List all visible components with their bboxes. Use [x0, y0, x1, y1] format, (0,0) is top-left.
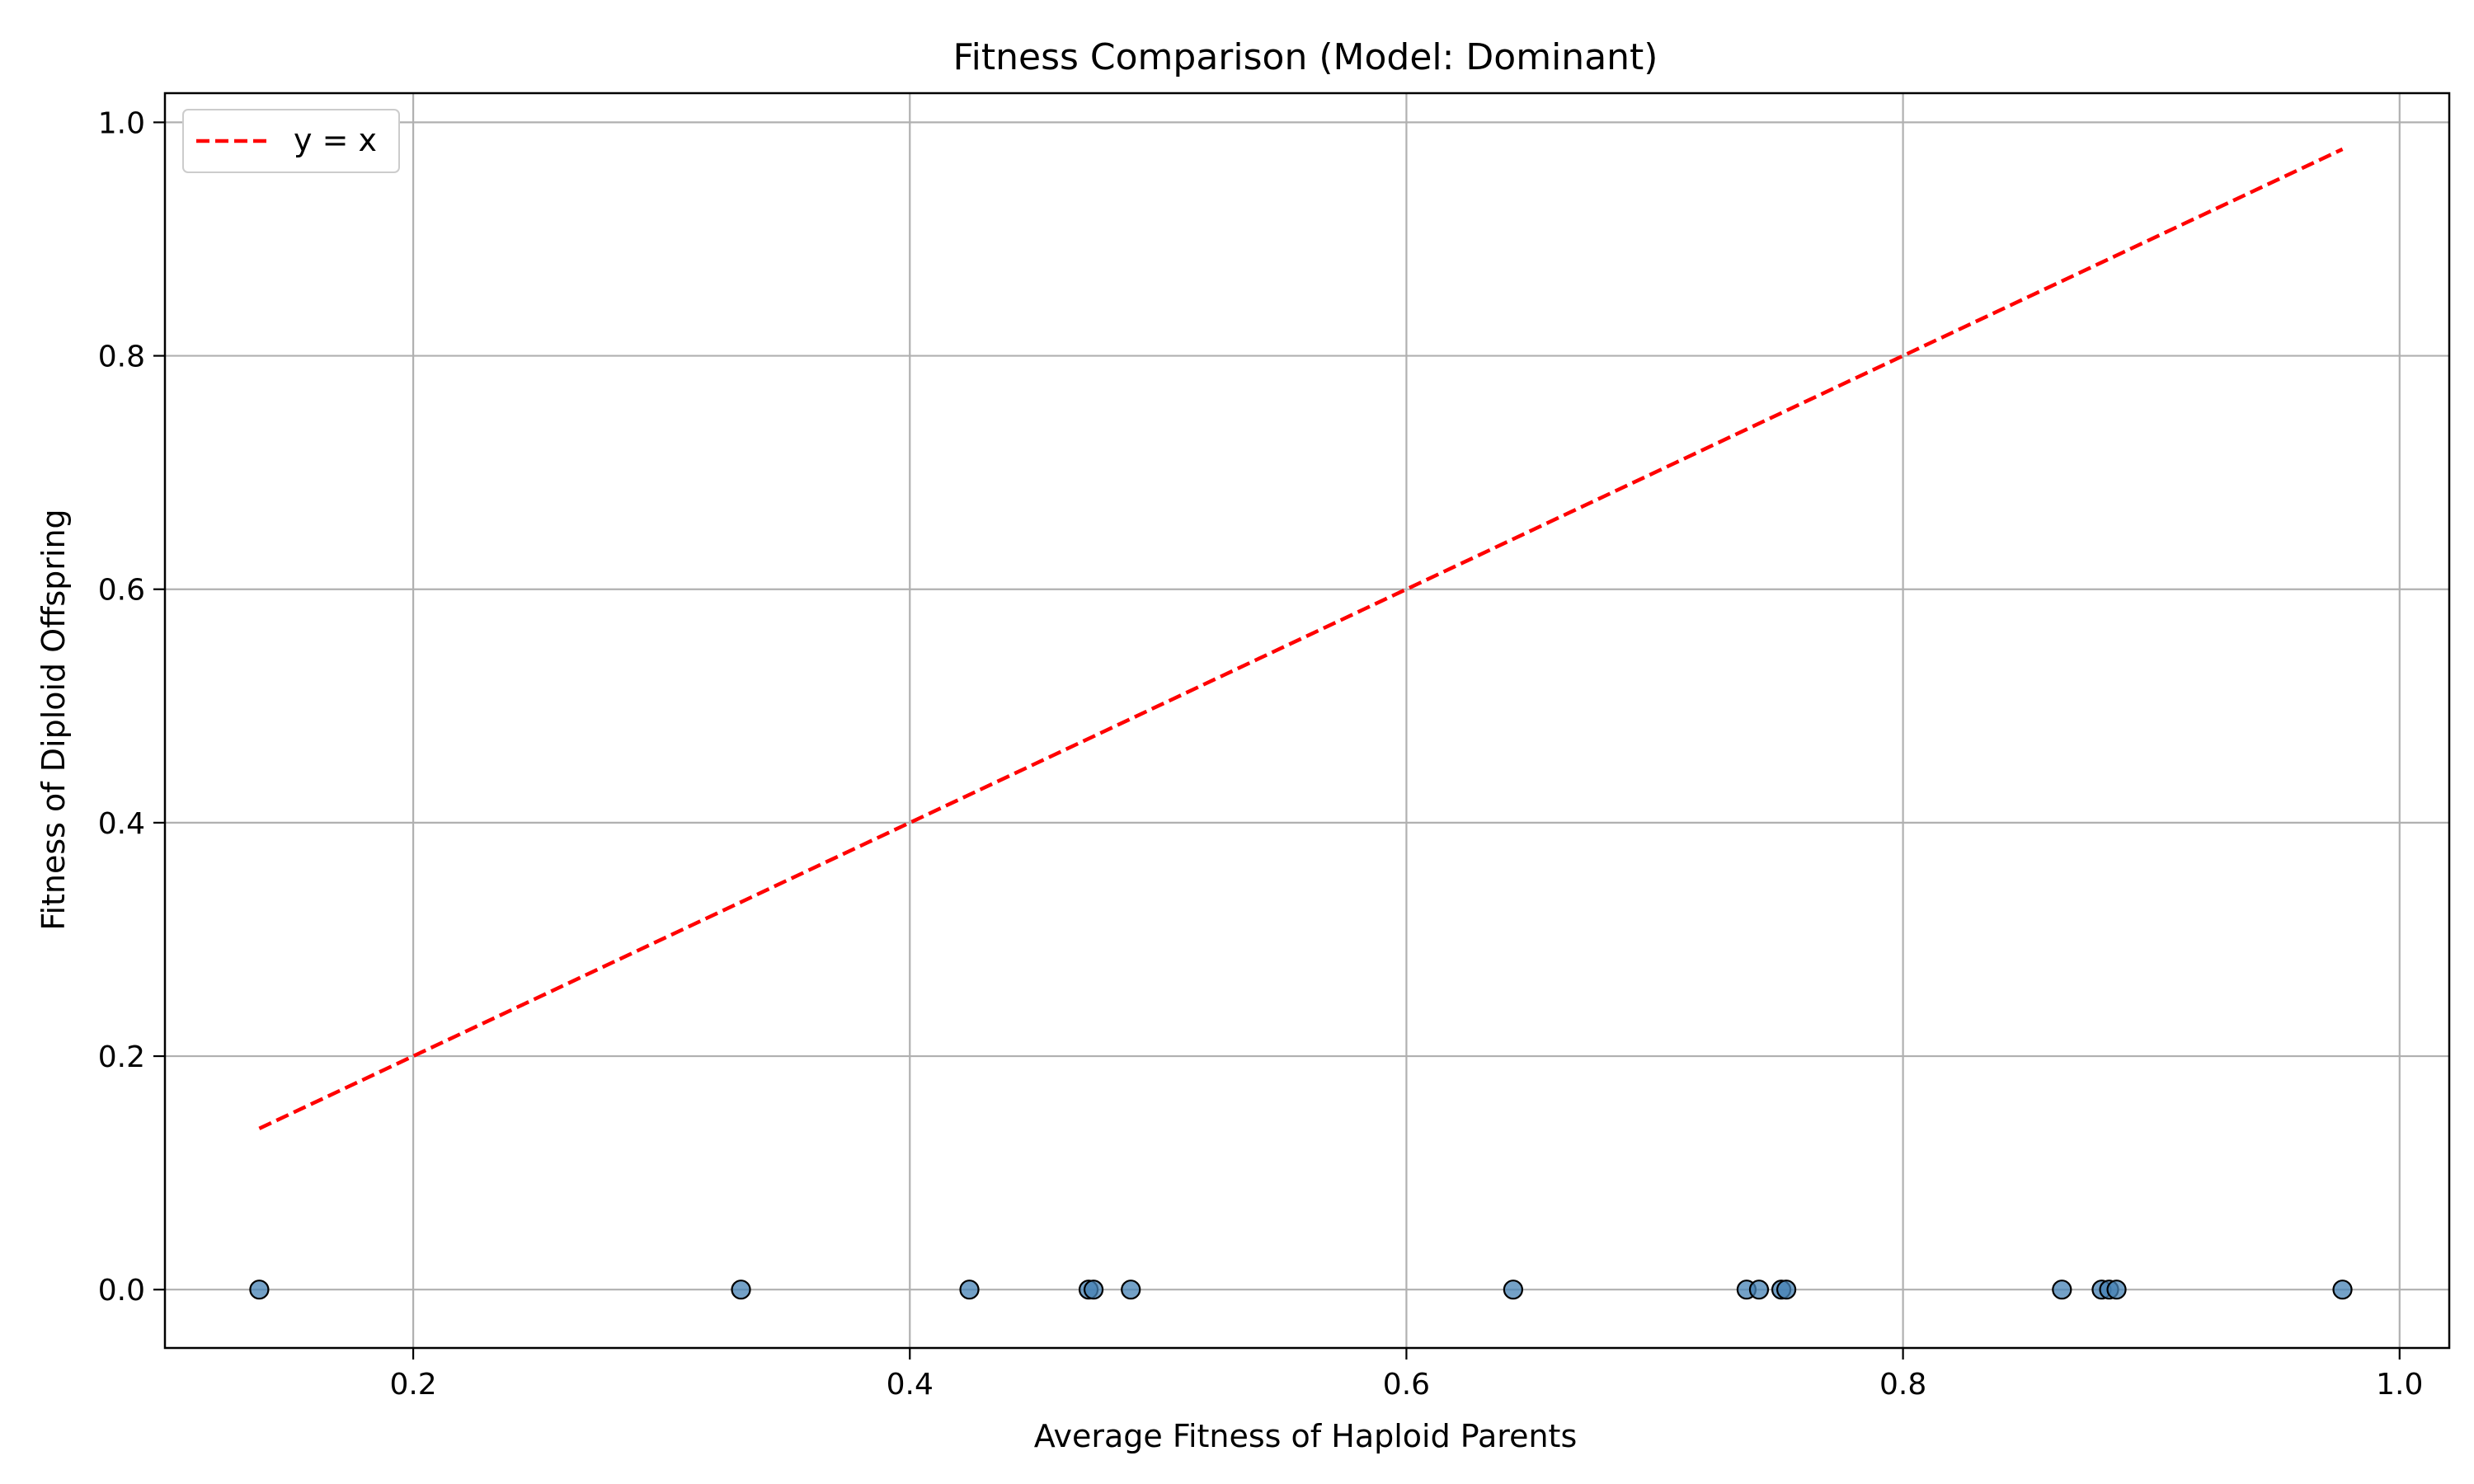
x-tick-label: 1.0	[2376, 1368, 2423, 1402]
data-point	[2052, 1280, 2072, 1300]
data-point	[1083, 1280, 1104, 1300]
data-point	[1748, 1280, 1770, 1300]
y-tick-label: 0.6	[98, 574, 145, 608]
legend-label: y = x	[294, 122, 377, 158]
reference-line-layer	[258, 147, 2344, 1130]
data-point	[2332, 1280, 2353, 1300]
legend: y = x	[182, 109, 400, 173]
data-point	[959, 1280, 980, 1300]
chart-title: Fitness Comparison (Model: Dominant)	[953, 36, 1658, 78]
x-axis-label: Average Fitness of Haploid Parents	[1034, 1418, 1578, 1454]
y-tick-label: 0.8	[98, 340, 145, 374]
x-tick-label: 0.2	[389, 1368, 436, 1402]
x-tick-label: 0.6	[1383, 1368, 1430, 1402]
y-tick-label: 0.0	[98, 1274, 145, 1308]
y-tick-label: 0.2	[98, 1040, 145, 1074]
data-point	[1503, 1280, 1524, 1300]
axis-ticks: 0.2 0.4 0.6 0.8 1.0 0.0 0.2 0.4 0.6 0.8 1.0	[98, 106, 2424, 1402]
data-point	[249, 1280, 270, 1300]
legend-box	[182, 109, 400, 173]
data-point	[1121, 1280, 1141, 1300]
x-tick-label: 0.8	[1879, 1368, 1926, 1402]
data-point	[1776, 1280, 1797, 1300]
data-points	[249, 1280, 2353, 1300]
plot-area-frame	[163, 92, 2451, 1350]
data-point	[731, 1280, 751, 1300]
reference-line	[258, 147, 2344, 1130]
y-axis-label: Fitness of Diploid Offspring	[35, 509, 72, 930]
y-tick-label: 0.4	[98, 807, 145, 841]
y-tick-label: 1.0	[98, 106, 145, 140]
grid	[165, 93, 2449, 1348]
x-tick-label: 0.4	[887, 1368, 934, 1402]
data-point	[2106, 1280, 2127, 1300]
